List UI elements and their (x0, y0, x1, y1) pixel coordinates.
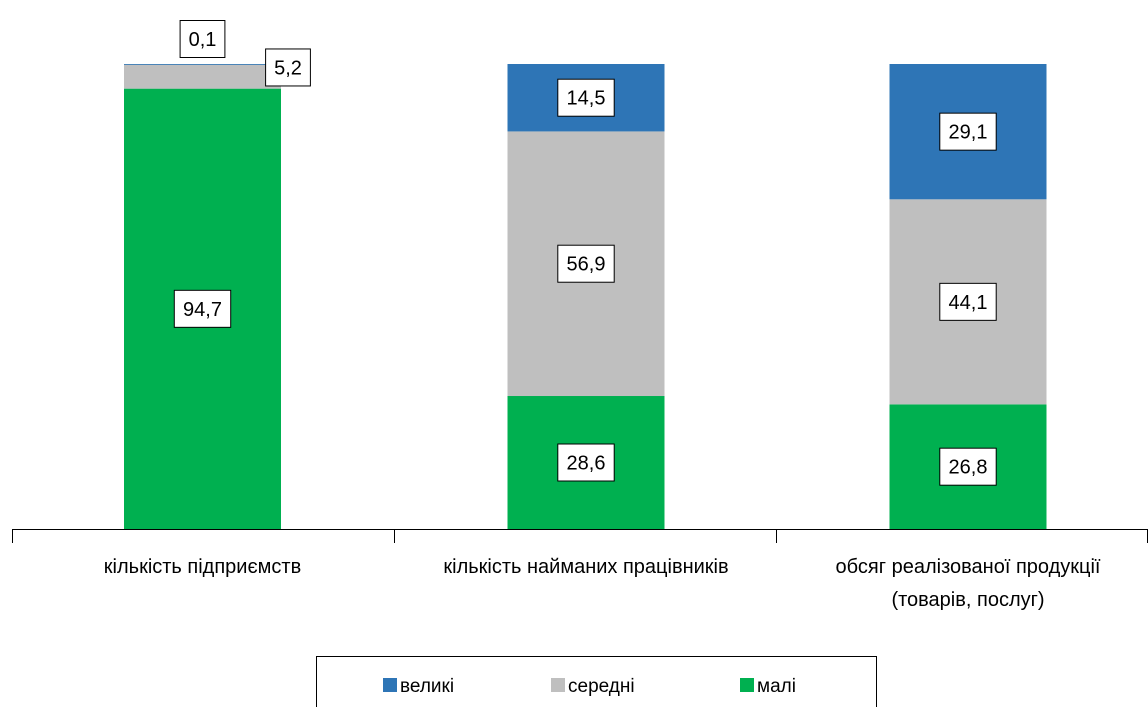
data-label-середні-0-text: 5,2 (274, 57, 302, 79)
category-label-0: кількість підприємств (104, 556, 301, 578)
data-label-великі-0: 0,1 (179, 20, 226, 58)
data-label-великі-2: 29,1 (939, 112, 997, 151)
data-label-малі-1-box (557, 443, 615, 482)
data-label-середні-2: 44,1 (939, 282, 997, 321)
data-label-малі-0: 94,7 (173, 289, 232, 328)
category-label-0-line-0: кількість підприємств (104, 556, 301, 578)
data-label-малі-1-text: 28,6 (567, 453, 606, 475)
data-label-малі-2-text: 26,8 (949, 457, 988, 479)
bar-середні-0 (124, 64, 281, 89)
data-label-малі-2: 26,8 (939, 447, 997, 486)
category-label-2-line-0: обсяг реалізованої продукції (836, 556, 1101, 578)
legend-label-великі: великі (400, 676, 454, 697)
data-label-середні-1-text: 56,9 (567, 254, 606, 276)
legend-label-середні: середні (568, 676, 635, 697)
bar-великі-0 (124, 64, 281, 65)
category-label-1: кількість найманих працівників (443, 556, 728, 578)
data-label-великі-2-text: 29,1 (949, 122, 988, 144)
legend-swatch-великі (383, 678, 397, 692)
data-label-середні-1-box (557, 244, 615, 283)
data-label-великі-1-text: 14,5 (567, 88, 606, 110)
data-label-малі-0-box (173, 289, 232, 328)
category-label-1-line-0: кількість найманих працівників (443, 556, 728, 578)
legend-box (316, 656, 877, 707)
data-label-малі-2-box (939, 447, 997, 486)
data-label-малі-0-text: 94,7 (183, 299, 222, 321)
legend-label-малі: малі (757, 676, 796, 697)
data-label-середні-0-box (265, 48, 311, 87)
category-label-2-line-1: (товарів, послуг) (891, 589, 1044, 611)
data-label-великі-2-box (939, 112, 997, 151)
legend-swatch-малі (740, 678, 754, 692)
x-axis: кількість підприємств кількість найманих … (12, 529, 1148, 611)
category-label-2: обсяг реалізованої продукції (товарів, по… (836, 556, 1101, 611)
data-label-середні-0: 5,2 (265, 48, 311, 87)
data-label-середні-1: 56,9 (557, 244, 615, 283)
data-label-великі-1-box (557, 78, 615, 117)
legend: великі середні малі (316, 656, 877, 707)
data-label-великі-0-text: 0,1 (189, 29, 217, 51)
data-label-середні-2-box (939, 282, 997, 321)
legend-swatch-середні (551, 678, 565, 692)
data-label-малі-1: 28,6 (557, 443, 615, 482)
data-label-середні-2-text: 44,1 (949, 292, 988, 314)
data-label-великі-1: 14,5 (557, 78, 615, 117)
data-labels-group: 94,7 5,2 0,1 28,6 56,9 14,5 26,8 44,1 29,1 (173, 20, 997, 486)
data-label-великі-0-box (179, 20, 226, 58)
